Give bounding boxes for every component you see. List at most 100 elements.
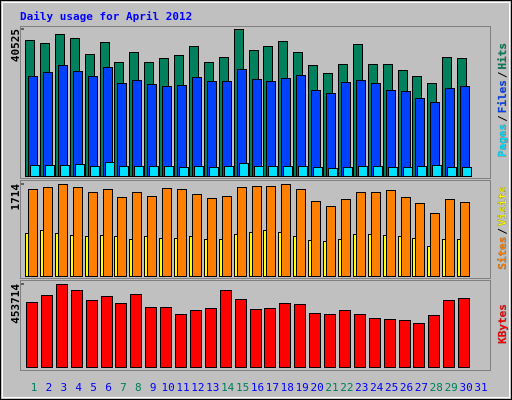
bar [177,85,187,177]
bar [43,187,53,277]
x-tick-label: 17 [266,381,279,394]
bar [220,290,232,368]
x-tick-label: 25 [385,381,398,394]
bar [222,81,232,177]
bar [237,69,247,177]
bar [458,298,470,368]
x-tick-label: 4 [75,381,82,394]
y-tick-label: 453714 [9,284,22,324]
x-tick-label: 5 [90,381,97,394]
bar [162,86,172,177]
bar [177,189,187,277]
x-tick-label: 6 [105,381,112,394]
bar [60,165,70,177]
bar [326,206,336,277]
bar [324,314,336,368]
x-tick-label: 9 [150,381,157,394]
bar [90,166,100,177]
bar [294,304,306,368]
bar [86,300,98,368]
legend-entry: Sites [496,237,509,270]
bar [73,71,83,177]
bar [384,319,396,368]
bar [88,192,98,277]
x-tick-label: 28 [430,381,443,394]
x-tick-label: 14 [221,381,235,394]
bar [356,192,366,277]
bar [266,81,276,177]
bar [462,167,472,177]
legend-entry: Pages [496,124,509,157]
legend-entry: Files [496,80,509,113]
y-tick-label: 40525 [9,29,22,62]
bar [428,315,440,368]
bar [132,80,142,177]
bar [192,194,202,277]
bar [415,203,425,277]
bar [341,82,351,177]
bar [75,164,85,177]
bar [264,308,276,368]
x-tick-label: 2 [46,381,53,394]
bar [250,309,262,368]
x-tick-label: 13 [206,381,219,394]
bar [105,162,115,177]
x-tick-label: 30 [459,381,472,394]
x-tick-label: 20 [310,381,323,394]
bar [117,197,127,277]
bar [224,166,234,177]
x-tick-label: 31 [474,381,487,394]
bar [145,307,157,368]
bar [179,167,189,177]
bar [149,166,159,177]
bar [190,310,202,368]
x-tick-label: 26 [400,381,413,394]
bar [313,167,323,177]
bar [175,314,187,368]
bar [71,290,83,368]
bar [341,199,351,277]
legend-separator: / [496,71,509,78]
x-tick-label: 22 [340,381,353,394]
x-tick-label: 18 [281,381,294,394]
legend-entry: Hits [496,43,509,70]
bar [103,67,113,177]
x-tick-label: 12 [191,381,204,394]
bar [160,307,172,368]
bar [41,295,53,368]
x-tick-label: 15 [236,381,249,394]
bar [373,166,383,177]
bar [309,313,321,368]
bar [194,166,204,177]
bar [88,76,98,177]
bar [403,167,413,177]
bar [401,91,411,177]
x-tick-label: 29 [445,381,458,394]
x-tick-label: 16 [251,381,264,394]
bar [430,213,440,277]
legend: Sites / Visits [496,186,509,270]
bar [239,163,249,177]
bar [326,93,336,177]
bar [401,197,411,277]
legend-separator: / [496,228,509,235]
x-tick-label: 8 [135,381,142,394]
bar [73,187,83,277]
bar [296,189,306,277]
bar [443,300,455,368]
bar [371,83,381,177]
bar [386,190,396,277]
x-tick-label: 3 [60,381,67,394]
bar [252,186,262,277]
chart-title: Daily usage for April 2012 [20,10,192,23]
bar [192,77,202,177]
bar [117,83,127,177]
bar [328,168,338,177]
bar [132,192,142,277]
bar [311,90,321,177]
bar [205,308,217,368]
bar [209,167,219,177]
bar [283,166,293,177]
legend: KBytes [496,304,509,344]
